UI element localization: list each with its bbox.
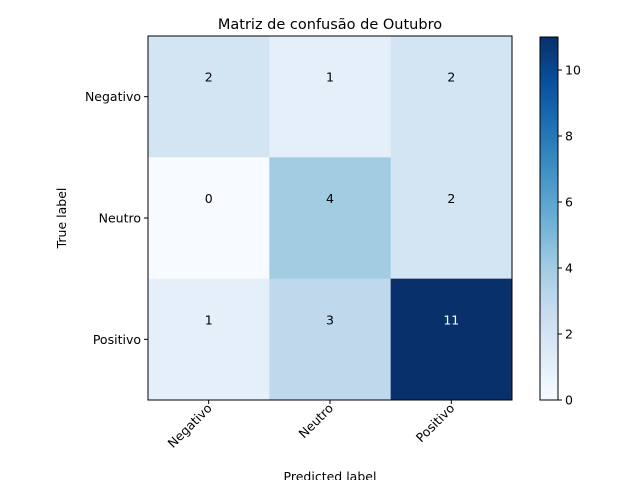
heatmap-cell bbox=[269, 157, 392, 280]
heatmap-cell bbox=[269, 36, 392, 158]
heatmap-cell bbox=[148, 278, 270, 401]
colorbar bbox=[539, 36, 559, 401]
cell-value-label: 2 bbox=[205, 70, 213, 85]
x-axis-ticks: Negativo Neutro Positivo bbox=[165, 400, 458, 451]
cell-value-label: 3 bbox=[326, 312, 334, 327]
colorbar-tick-label: 2 bbox=[565, 327, 573, 342]
heatmap-cell bbox=[390, 36, 513, 158]
cell-value-label: 1 bbox=[205, 312, 213, 327]
cell-value-label: 0 bbox=[205, 191, 213, 206]
colorbar-tick-label: 6 bbox=[565, 195, 573, 210]
cell-value-label: 2 bbox=[447, 70, 455, 85]
colorbar-tick-label: 4 bbox=[565, 261, 573, 276]
x-axis-label: Predicted label bbox=[284, 469, 377, 480]
cell-value-label: 4 bbox=[326, 191, 334, 206]
heatmap-cells bbox=[148, 36, 513, 401]
heatmap-cell bbox=[390, 278, 513, 401]
y-axis-label: True label bbox=[54, 188, 69, 250]
y-axis-ticks: Negativo Neutro Positivo bbox=[85, 89, 148, 347]
y-tick-label: Neutro bbox=[99, 210, 141, 225]
colorbar-tick-label: 0 bbox=[565, 393, 573, 408]
heatmap-cell bbox=[390, 157, 513, 280]
heatmap-cell-labels: 2 1 2 0 4 2 1 3 11 bbox=[205, 70, 460, 328]
colorbar-tick-label: 8 bbox=[565, 129, 573, 144]
cell-value-label: 2 bbox=[447, 191, 455, 206]
heatmap-cell bbox=[269, 278, 392, 401]
colorbar-ticks: 0 2 4 6 8 10 bbox=[558, 63, 581, 408]
colorbar-tick-label: 10 bbox=[565, 63, 581, 78]
heatmap-cell bbox=[148, 36, 270, 158]
chart-title: Matriz de confusão de Outubro bbox=[218, 17, 442, 33]
cell-value-label: 1 bbox=[326, 70, 334, 85]
cell-value-label: 11 bbox=[443, 312, 459, 327]
x-tick-label: Positivo bbox=[413, 401, 458, 446]
x-tick-label: Neutro bbox=[296, 401, 337, 442]
x-tick-label: Negativo bbox=[165, 401, 215, 451]
y-tick-label: Negativo bbox=[85, 89, 141, 104]
y-tick-label: Positivo bbox=[93, 332, 141, 347]
heatmap-cell bbox=[148, 157, 270, 280]
